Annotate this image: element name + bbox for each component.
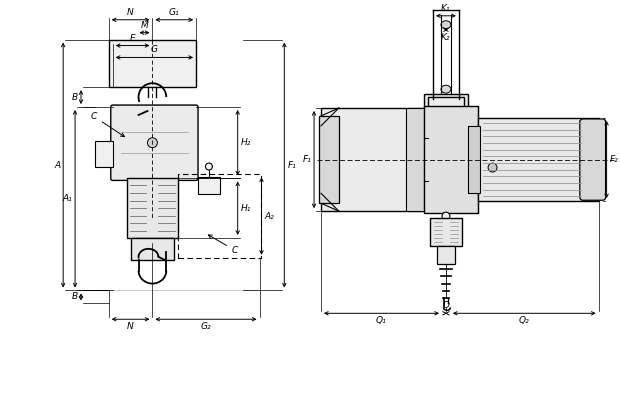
Bar [467,126,480,193]
Bar [428,97,464,119]
Bar [424,106,477,213]
Bar [424,94,467,108]
Text: K₁: K₁ [441,4,451,13]
Circle shape [442,212,450,220]
Bar [108,40,196,87]
Bar [406,108,424,211]
Bar [198,177,220,194]
Ellipse shape [441,21,451,29]
Bar [321,108,424,211]
Bar [428,106,464,122]
Text: A₂: A₂ [265,211,274,221]
Text: N: N [127,8,134,17]
Text: G: G [151,46,158,55]
Text: Q₂: Q₂ [519,316,529,325]
Text: D: D [443,301,450,310]
Text: C: C [91,112,125,137]
Text: C: C [208,235,238,255]
Text: H₁: H₁ [241,204,251,213]
Text: F₁: F₁ [303,155,311,164]
Text: Q₁: Q₁ [376,316,387,325]
Bar [430,218,462,246]
FancyBboxPatch shape [580,119,606,200]
Text: N: N [127,322,134,331]
Bar [126,179,178,238]
Circle shape [205,163,213,170]
Text: B: B [72,292,78,301]
Text: E: E [130,34,135,43]
Ellipse shape [441,85,451,93]
Text: B: B [72,93,78,102]
Bar [95,141,113,167]
Text: H₂: H₂ [241,138,251,147]
Text: A: A [54,160,60,169]
Text: M: M [141,21,148,30]
Text: G₁: G₁ [169,8,180,17]
FancyBboxPatch shape [111,105,198,181]
Bar [424,117,467,129]
Bar [477,118,599,201]
Circle shape [488,163,497,172]
Text: A₁: A₁ [63,194,72,203]
Bar [131,238,174,260]
Bar [319,116,339,203]
Text: K₂: K₂ [441,32,451,42]
Text: G₂: G₂ [201,322,211,331]
Bar [437,246,455,264]
Text: F₁: F₁ [287,160,296,169]
Text: F₂: F₂ [609,155,618,164]
Circle shape [148,138,157,148]
